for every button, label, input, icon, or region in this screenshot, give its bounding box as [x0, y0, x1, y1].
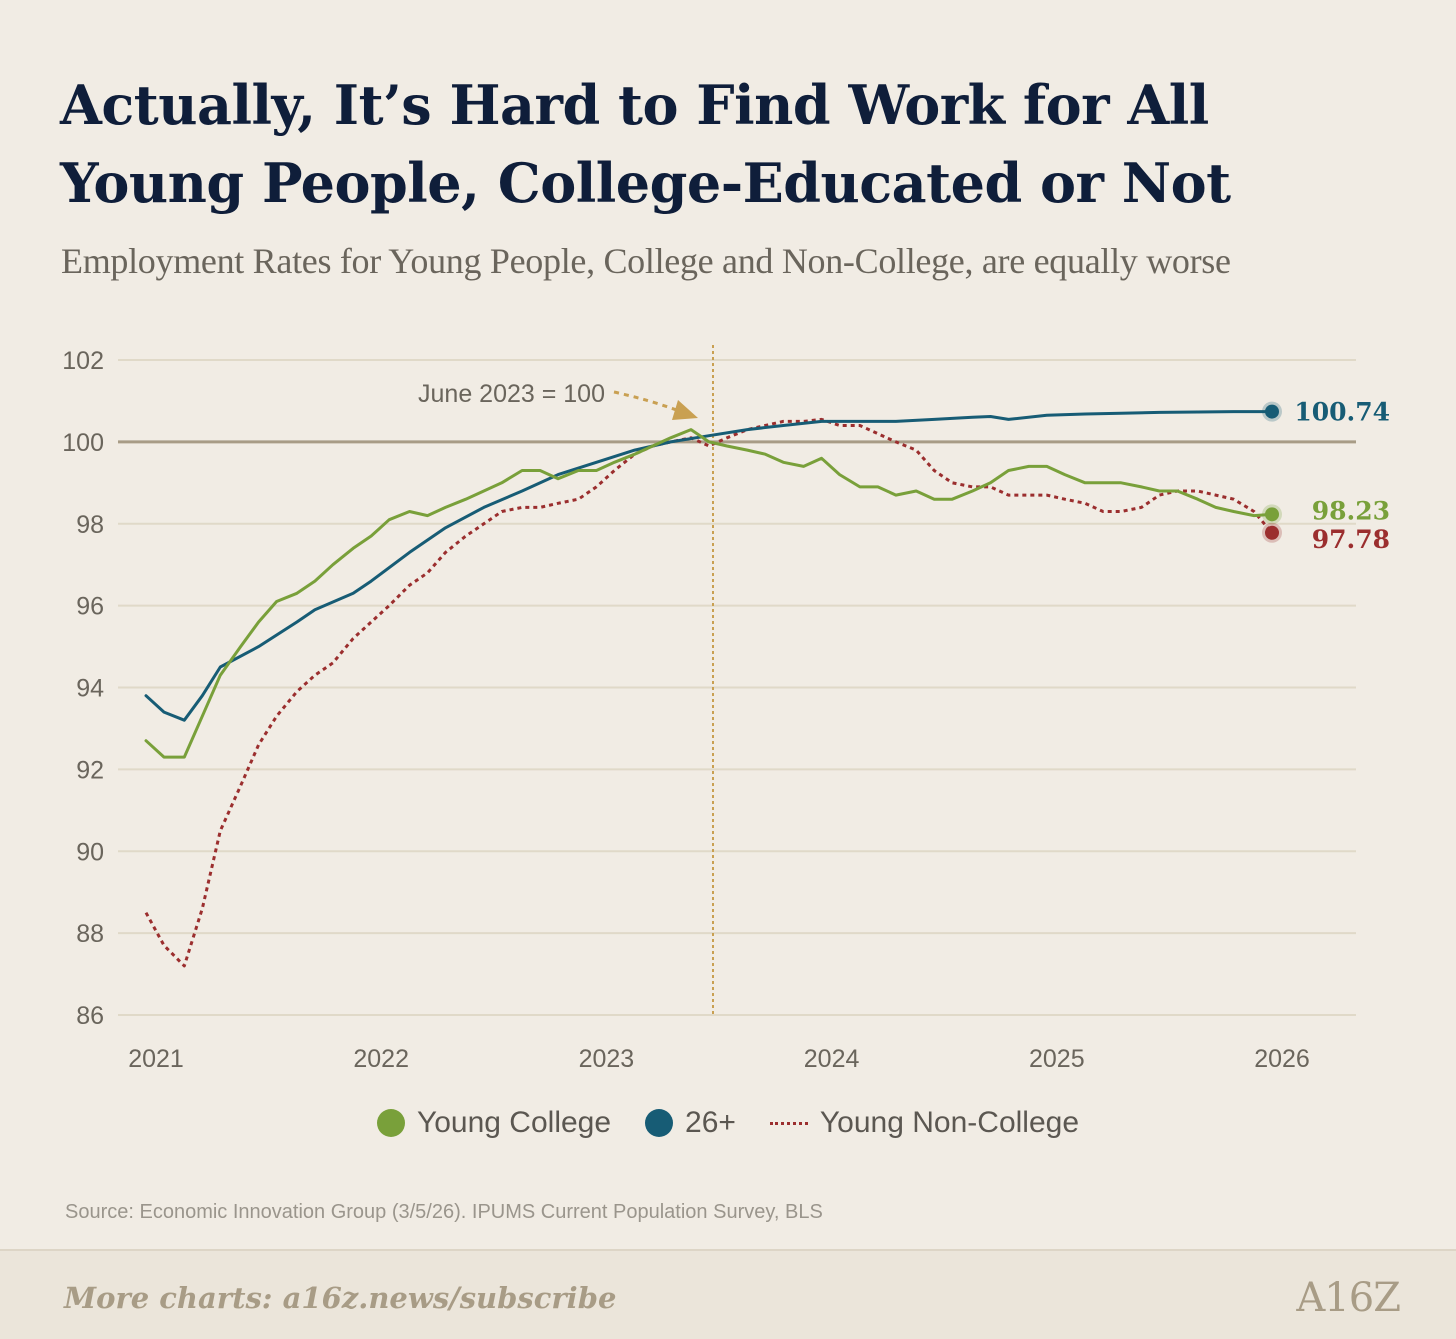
y-tick-label-94: 94	[76, 675, 104, 703]
x-tick-label-2023: 2023	[579, 1045, 635, 1073]
legend-item-young-college: Young College	[376, 1106, 612, 1140]
legend-item-26-plus: 26+	[645, 1106, 736, 1140]
x-tick-label-2022: 2022	[353, 1045, 409, 1073]
annotation-label: June 2023 = 100	[418, 380, 605, 408]
y-tick-label-90: 90	[76, 838, 104, 866]
subscribe-link[interactable]: More charts: a16z.news/subscribe	[64, 1281, 617, 1315]
series-line-26-	[144, 410, 1274, 722]
line-chart: 86 88 90 92 94 96 98 100 102 2021 2022 2023 2024 2025…	[62, 345, 1390, 1073]
legend-swatch-26-plus	[645, 1109, 674, 1137]
x-tick-label-2024: 2024	[804, 1045, 860, 1073]
end-label-young-non-college: 97.78	[1312, 525, 1390, 554]
y-tick-label-96: 96	[76, 593, 104, 621]
y-tick-label-88: 88	[76, 920, 104, 948]
x-tick-label-2026: 2026	[1254, 1045, 1310, 1073]
end-label-26-: 100.74	[1294, 398, 1390, 427]
legend: Young College 26+ Young Non-College	[0, 1106, 1456, 1140]
footer-banner: More charts: a16z.news/subscribe A16Z	[0, 1249, 1456, 1339]
annotation-arrow-head	[672, 400, 698, 420]
end-point-26-	[1265, 404, 1279, 419]
legend-swatch-young-non-college	[769, 1121, 808, 1125]
annotation-arrow-shaft	[613, 390, 683, 414]
y-tick-label-92: 92	[76, 756, 104, 784]
y-tick-label-102: 102	[62, 347, 104, 375]
y-tick-label-100: 100	[62, 429, 104, 457]
legend-swatch-young-college	[376, 1109, 405, 1137]
series-line-young-college	[144, 428, 1274, 759]
end-point-young-non-college	[1265, 525, 1279, 540]
source-note: Source: Economic Innovation Group (3/5/2…	[65, 1201, 823, 1223]
end-point-young-college	[1265, 507, 1279, 522]
y-tick-label-98: 98	[76, 511, 104, 539]
y-tick-label-86: 86	[76, 1002, 104, 1030]
a16z-logo: A16Z	[1296, 1275, 1401, 1321]
legend-item-young-non-college: Young Non-College	[769, 1106, 1080, 1140]
legend-label-young-college: Young College	[416, 1106, 612, 1139]
end-label-young-college: 98.23	[1312, 496, 1390, 525]
series-line-young-non-college	[144, 417, 1274, 968]
chart-subtitle: Employment Rates for Young People, Colle…	[61, 241, 1231, 281]
x-tick-label-2021: 2021	[128, 1045, 184, 1073]
chart-title: Actually, It’s Hard to Find Work for All…	[60, 73, 1231, 215]
legend-label-young-non-college: Young Non-College	[819, 1106, 1080, 1139]
legend-label-26-plus: 26+	[685, 1106, 736, 1139]
x-tick-label-2025: 2025	[1029, 1045, 1085, 1073]
